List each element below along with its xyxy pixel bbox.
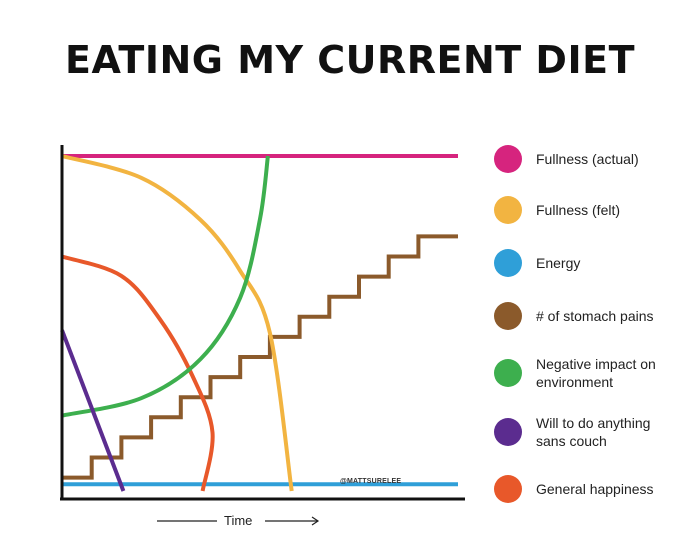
series-line-general-happiness bbox=[61, 254, 215, 492]
watermark: @MATTSURELEE bbox=[340, 478, 402, 485]
legend-item-environment: Negative impact on environment bbox=[494, 355, 686, 391]
legend-swatch bbox=[494, 249, 522, 277]
legend-label: Fullness (actual) bbox=[536, 151, 639, 167]
legend-item-fullness-actual: Fullness (actual) bbox=[494, 145, 686, 173]
legend-label: Energy bbox=[536, 255, 581, 271]
legend-item-general-happiness: General happiness bbox=[494, 475, 686, 503]
series-line-negative-impact-on-environment bbox=[61, 155, 270, 418]
legend-swatch bbox=[494, 475, 522, 503]
legend-label: Will to do anything sans couch bbox=[536, 415, 651, 449]
legend-item-stomach-pains: # of stomach pains bbox=[494, 302, 686, 330]
legend-item-will-to-do-anything: Will to do anything sans couch bbox=[494, 414, 686, 450]
legend-swatch bbox=[494, 418, 522, 446]
legend-label: Negative impact on environment bbox=[536, 356, 656, 390]
chart-title: EATING MY CURRENT DIET bbox=[65, 38, 635, 82]
legend-swatch bbox=[494, 196, 522, 224]
legend-label: General happiness bbox=[536, 481, 654, 497]
x-axis-label: Time bbox=[224, 513, 253, 528]
legend-item-energy: Energy bbox=[494, 249, 686, 277]
series-line-of-stomach-pains bbox=[62, 234, 458, 480]
series-line-will-to-do-anything-sans-couch bbox=[60, 329, 126, 492]
legend-item-fullness-felt: Fullness (felt) bbox=[494, 196, 686, 224]
legend-swatch bbox=[494, 359, 522, 387]
legend-label: Fullness (felt) bbox=[536, 202, 621, 218]
series-line-fullness-felt bbox=[61, 154, 294, 492]
time-arrow-right bbox=[265, 516, 320, 526]
legend-label: # of stomach pains bbox=[536, 308, 654, 324]
legend-swatch bbox=[494, 145, 522, 173]
series-layer bbox=[60, 154, 458, 492]
legend-swatch bbox=[494, 302, 522, 330]
